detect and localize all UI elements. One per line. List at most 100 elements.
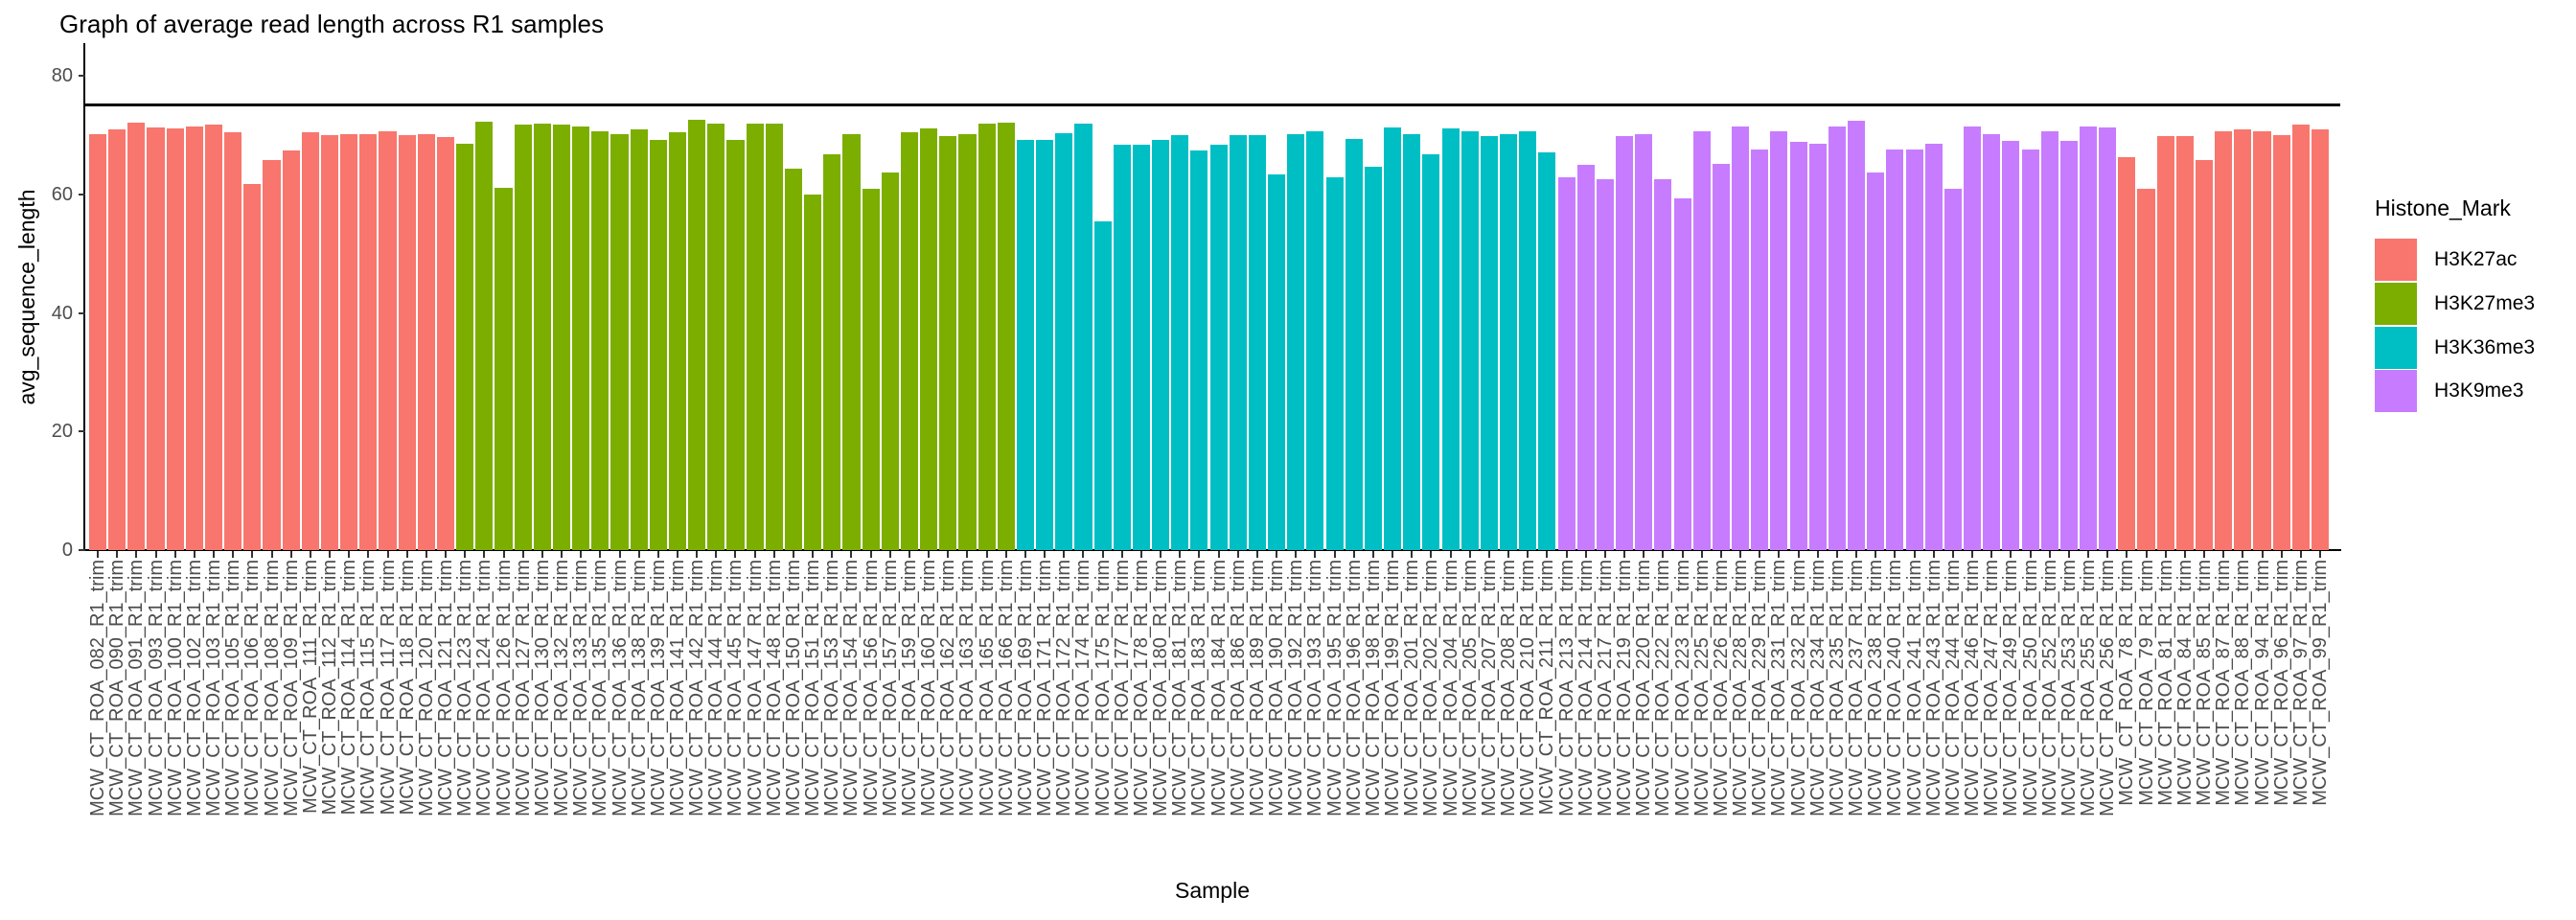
x-tick-label: MCW_CT_ROA_139_R1_trim [647, 560, 669, 816]
bar [2215, 131, 2233, 550]
x-tick-mark [1487, 551, 1490, 558]
bar [1867, 172, 1885, 550]
x-tick-mark [618, 551, 621, 558]
x-tick-mark [850, 551, 853, 558]
bar [320, 135, 339, 550]
x-tick-label: MCW_CT_ROA_141_R1_trim [667, 560, 688, 816]
legend-swatch-H3K27ac [2375, 239, 2417, 281]
x-tick-mark [2203, 551, 2206, 558]
bar [340, 134, 358, 550]
x-tick-mark [213, 551, 216, 558]
legend-item-label: H3K27ac [2434, 248, 2518, 270]
bar [572, 126, 590, 550]
bar [610, 133, 629, 550]
x-tick-mark [1411, 551, 1414, 558]
x-tick-mark [464, 551, 467, 558]
x-tick-label: MCW_CT_ROA_121_R1_trim [435, 560, 457, 816]
x-tick-mark [289, 551, 292, 558]
x-tick-mark [1778, 551, 1781, 558]
bar [1055, 133, 1073, 550]
bar [185, 126, 203, 550]
x-tick-mark [1392, 551, 1394, 558]
reference-line [85, 104, 2340, 106]
x-tick-label: MCW_CT_ROA_150_R1_trim [782, 560, 804, 816]
x-tick-mark [1719, 551, 1722, 558]
x-tick-mark [908, 551, 910, 558]
bar [1886, 149, 1904, 550]
x-tick-label: MCW_CT_ROA_87_R1_trim [2213, 560, 2235, 806]
x-tick-label: MCW_CT_ROA_160_R1_trim [918, 560, 940, 816]
x-tick-mark [2183, 551, 2186, 558]
x-tick-label: MCW_CT_ROA_144_R1_trim [705, 560, 727, 816]
bar [1132, 145, 1150, 550]
x-tick-mark [1681, 551, 1684, 558]
bar [1460, 130, 1479, 550]
x-tick-mark [329, 551, 332, 558]
x-tick-mark [1739, 551, 1742, 558]
x-tick-label: MCW_CT_ROA_181_R1_trim [1169, 560, 1191, 816]
bar [1384, 127, 1402, 550]
x-tick-label: MCW_CT_ROA_204_R1_trim [1439, 560, 1461, 816]
x-tick-label: MCW_CT_ROA_237_R1_trim [1846, 560, 1868, 816]
bar [475, 122, 494, 550]
x-tick-label: MCW_CT_ROA_214_R1_trim [1575, 560, 1597, 816]
x-tick-mark [2067, 551, 2070, 558]
x-tick-label: MCW_CT_ROA_207_R1_trim [1478, 560, 1500, 816]
x-tick-mark [677, 551, 678, 558]
legend-swatch-H3K36me3 [2375, 326, 2417, 369]
x-tick-mark [135, 551, 138, 558]
bar [2137, 188, 2155, 550]
bar [1964, 126, 1982, 550]
y-tick-label: 0 [61, 540, 73, 561]
x-tick-label: MCW_CT_ROA_226_R1_trim [1710, 560, 1732, 816]
bar [1712, 163, 1730, 550]
bar [1944, 188, 1962, 550]
x-tick-mark [2126, 551, 2128, 558]
bar [1808, 143, 1827, 550]
bar [958, 134, 977, 550]
x-tick-label: MCW_CT_ROA_159_R1_trim [898, 560, 920, 816]
x-tick-mark [1082, 551, 1085, 558]
bar [1074, 124, 1092, 550]
x-tick-label: MCW_CT_ROA_132_R1_trim [551, 560, 572, 816]
bar [726, 139, 745, 550]
bar [1732, 126, 1750, 550]
x-tick-label: MCW_CT_ROA_246_R1_trim [1962, 560, 1984, 816]
bar [1576, 165, 1595, 550]
x-tick-mark [1855, 551, 1858, 558]
bar [1924, 143, 1943, 550]
x-tick-label: MCW_CT_ROA_162_R1_trim [937, 560, 959, 816]
x-tick-label: MCW_CT_ROA_255_R1_trim [2078, 560, 2100, 816]
y-axis-line [83, 43, 85, 551]
x-tick-label: MCW_CT_ROA_102_R1_trim [183, 560, 205, 816]
bar [997, 122, 1015, 550]
bar [301, 131, 319, 550]
x-tick-mark [1101, 551, 1104, 558]
legend-swatch-H3K27me3 [2375, 282, 2417, 325]
bar [1538, 152, 1556, 550]
x-tick-label: MCW_CT_ROA_136_R1_trim [609, 560, 631, 816]
bar [359, 133, 378, 550]
x-tick-label: MCW_CT_ROA_208_R1_trim [1498, 560, 1520, 816]
x-tick-label: MCW_CT_ROA_135_R1_trim [589, 560, 611, 816]
x-tick-label: MCW_CT_ROA_118_R1_trim [396, 560, 418, 816]
x-tick-label: MCW_CT_ROA_163_R1_trim [956, 560, 978, 816]
x-tick-label: MCW_CT_ROA_198_R1_trim [1362, 560, 1384, 816]
bar [1616, 136, 1634, 550]
y-tick-mark [79, 430, 85, 433]
bar [1673, 198, 1691, 550]
bar [1403, 133, 1421, 550]
x-tick-label: MCW_CT_ROA_205_R1_trim [1459, 560, 1481, 816]
x-tick-mark [1139, 551, 1142, 558]
x-tick-mark [1314, 551, 1317, 558]
bar [1500, 133, 1518, 550]
bar [823, 153, 841, 550]
x-tick-label: MCW_CT_ROA_195_R1_trim [1323, 560, 1346, 816]
bar [204, 125, 223, 550]
bar [2118, 156, 2136, 550]
x-tick-mark [386, 551, 389, 558]
x-tick-label: MCW_CT_ROA_151_R1_trim [802, 560, 824, 816]
x-tick-label: MCW_CT_ROA_184_R1_trim [1208, 560, 1230, 816]
x-tick-label: MCW_CT_ROA_120_R1_trim [415, 560, 437, 816]
x-tick-label: MCW_CT_ROA_256_R1_trim [2097, 560, 2119, 816]
